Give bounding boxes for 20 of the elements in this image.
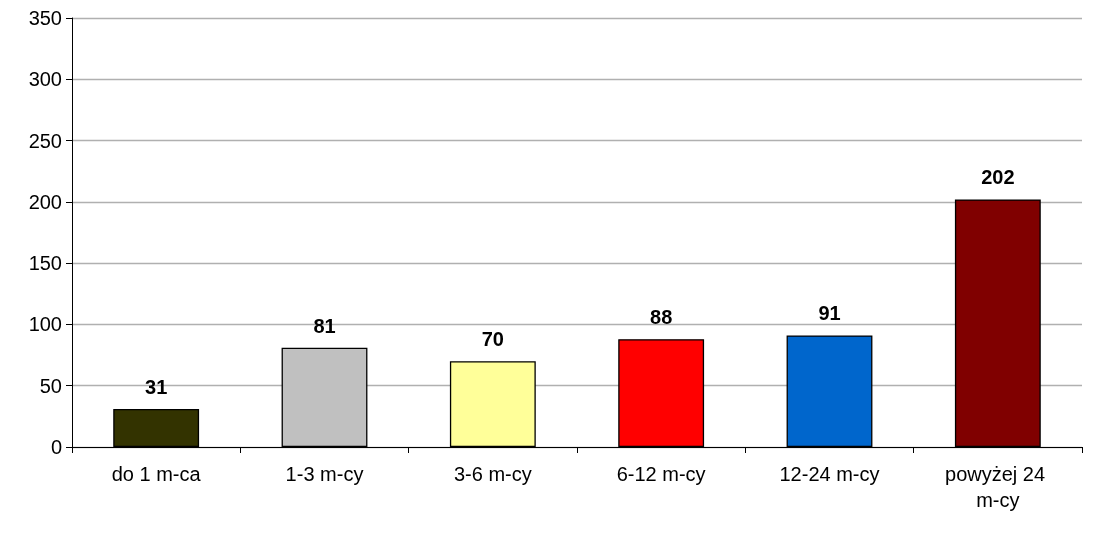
x-tick-label: 12-24 m-cy <box>779 463 880 485</box>
data-label: 202 <box>981 166 1015 189</box>
x-tick-label: 3-6 m-cy <box>453 463 532 485</box>
y-tick-label: 0 <box>50 436 62 458</box>
data-label: 31 <box>145 376 168 398</box>
data-label: 91 <box>818 302 841 325</box>
x-tick-label: powyżej 24 m-cy <box>945 463 1051 511</box>
x-tick-label: 6-12 m-cy <box>616 463 706 485</box>
y-tick-label: 50 <box>39 374 62 397</box>
y-tick-label: 100 <box>28 313 62 336</box>
y-tick-label: 300 <box>28 68 62 91</box>
data-label: 70 <box>481 328 504 351</box>
data-label: 88 <box>650 306 673 329</box>
y-tick-label: 250 <box>28 129 62 152</box>
y-tick-label: 150 <box>28 252 62 275</box>
data-label: 81 <box>313 314 336 337</box>
x-tick-label: 1-3 m-cy <box>285 463 364 485</box>
y-tick-label: 200 <box>28 190 62 213</box>
x-tick-label: do 1 m-ca <box>111 463 202 485</box>
y-tick-label: 350 <box>28 7 62 29</box>
